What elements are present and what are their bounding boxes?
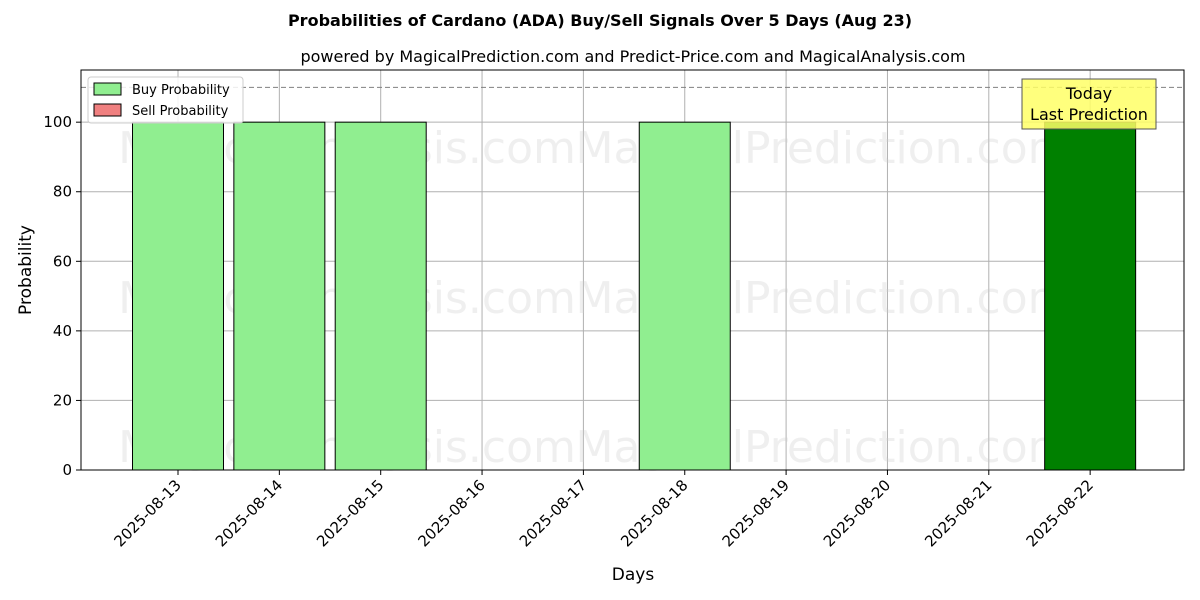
- x-tick-label: 2025-08-22: [1023, 476, 1097, 550]
- legend-label-buy: Buy Probability: [132, 83, 230, 98]
- x-axis-label: Days: [612, 565, 655, 585]
- x-tick-label: 2025-08-20: [820, 476, 894, 550]
- x-tick-label: 2025-08-17: [516, 476, 590, 550]
- legend: Buy Probability Sell Probability: [87, 76, 244, 124]
- y-tick-label: 60: [53, 252, 72, 270]
- bar-buy-2025-08-14: [233, 121, 326, 471]
- x-tick-label: 2025-08-15: [313, 476, 387, 550]
- legend-frame: [87, 76, 244, 124]
- legend-swatch-buy: [93, 82, 122, 96]
- bar-buy-2025-08-18: [638, 121, 731, 471]
- plot-frame: [80, 69, 1185, 471]
- annotation-line-today: Today: [1065, 84, 1112, 103]
- x-tick-label: 2025-08-19: [719, 476, 793, 550]
- annotation-line-last-prediction: Last Prediction: [1030, 105, 1148, 124]
- y-axis-ticks: 0 20 40 60 80 100: [43, 113, 81, 479]
- bar-buy-2025-08-13: [132, 121, 224, 471]
- bar-today-2025-08-22: [1044, 121, 1137, 471]
- y-axis-label: Probability: [16, 225, 36, 315]
- bar-buy-2025-08-15: [334, 121, 427, 471]
- x-tick-label: 2025-08-21: [921, 476, 995, 550]
- x-axis-ticks: 2025-08-13 2025-08-14 2025-08-15 2025-08-16…: [110, 470, 1097, 550]
- y-tick-label: 40: [53, 322, 72, 340]
- y-tick-label: 80: [53, 183, 72, 201]
- annotation-box: [1021, 78, 1157, 130]
- chart-subtitle: powered by MagicalPrediction.com and Pre…: [300, 47, 965, 66]
- legend-label-sell: Sell Probability: [132, 104, 229, 119]
- y-tick-label: 0: [62, 461, 72, 479]
- bars: [132, 121, 1137, 471]
- x-tick-label: 2025-08-13: [110, 476, 184, 550]
- y-tick-label: 20: [53, 391, 72, 409]
- today-annotation: Today Last Prediction: [1021, 78, 1157, 130]
- x-tick-label: 2025-08-18: [617, 476, 691, 550]
- chart-title: Probabilities of Cardano (ADA) Buy/Sell …: [288, 11, 912, 30]
- x-tick-label: 2025-08-14: [212, 476, 286, 550]
- x-tick-label: 2025-08-16: [414, 476, 488, 550]
- legend-swatch-sell: [93, 103, 122, 117]
- y-tick-label: 100: [43, 113, 72, 131]
